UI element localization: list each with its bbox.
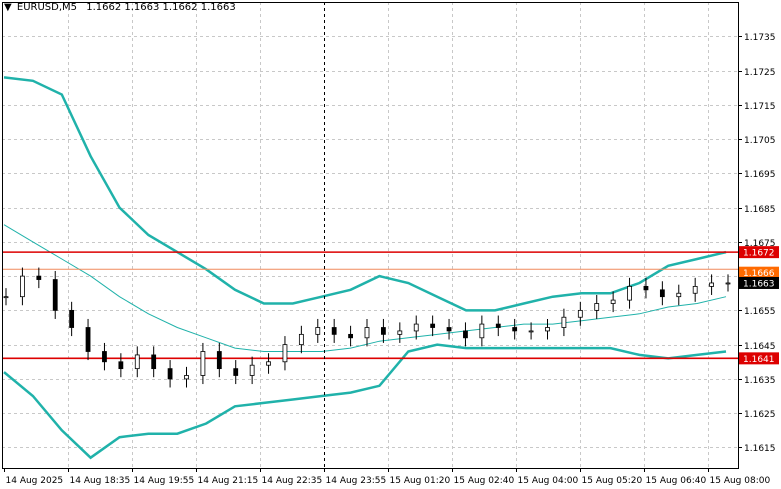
candle-body	[725, 282, 731, 285]
candle-body	[331, 327, 337, 335]
candle-body	[52, 279, 58, 311]
candle-body	[610, 299, 616, 304]
y-tick-label: 1.1655	[744, 307, 776, 317]
x-tick-label: 14 Aug 2025	[6, 476, 64, 486]
candle-body	[167, 368, 173, 380]
plot-border	[2, 2, 739, 469]
x-tick-label: 15 Aug 06:40	[646, 476, 707, 486]
candle-body	[102, 351, 107, 363]
candle-body	[282, 344, 288, 363]
candle-body	[184, 375, 189, 380]
y-tick-label: 1.1735	[744, 33, 776, 43]
y-tick-label: 1.1625	[744, 410, 776, 420]
candle-body	[545, 327, 550, 332]
candle-body	[364, 327, 370, 339]
lower-band-line	[3, 343, 727, 460]
price-label-box	[739, 352, 779, 365]
upper-band-line	[3, 76, 727, 312]
candle-body	[216, 351, 222, 370]
candle-body	[36, 275, 42, 280]
candle-body	[676, 292, 682, 298]
ohlc-values: 1.1662 1.1663 1.1662 1.1663	[86, 2, 236, 13]
candle-body	[69, 309, 75, 328]
candle-body	[85, 327, 91, 352]
candle-body	[577, 309, 583, 318]
y-tick-label: 1.1705	[744, 136, 776, 146]
candle-body	[266, 361, 271, 366]
candle-body	[397, 330, 403, 335]
price-label-text: 1.1666	[743, 269, 775, 279]
candle-body	[118, 361, 124, 370]
candle-body	[528, 330, 534, 333]
candle-body	[561, 316, 567, 328]
symbol-label: EURUSD,M5	[16, 2, 78, 13]
candle-body	[594, 303, 600, 311]
x-tick-label: 14 Aug 23:55	[326, 476, 387, 486]
candle-body	[413, 323, 419, 332]
price-axis: 1.1735 1.1725 1.1715 1.1705 1.1695 1.1685 1.16…	[738, 33, 776, 454]
candle-body	[315, 327, 321, 335]
price-label-text: 1.1663	[743, 279, 775, 289]
price-label-box	[739, 246, 779, 259]
chart-frame	[2, 2, 739, 469]
candle-body	[430, 323, 436, 328]
y-tick-label: 1.1685	[744, 205, 776, 215]
candle-body	[298, 333, 304, 346]
y-tick-label: 1.1615	[744, 444, 776, 454]
y-tick-label: 1.1695	[744, 170, 776, 180]
candle-body	[446, 327, 452, 332]
x-tick-label: 14 Aug 21:15	[198, 476, 259, 486]
candle-body	[381, 327, 386, 335]
price-label-box	[739, 266, 779, 279]
candle-body	[692, 285, 698, 294]
middle-band-line	[3, 224, 727, 352]
time-axis: 14 Aug 2025 14 Aug 18:35 14 Aug 19:55 14 Au…	[4, 468, 771, 486]
price-label-text: 1.1672	[743, 249, 775, 259]
candle-body	[348, 333, 353, 339]
bollinger-bands	[3, 76, 727, 460]
candle-body	[659, 289, 665, 298]
x-tick-label: 15 Aug 05:20	[582, 476, 643, 486]
price-label-box	[739, 276, 779, 289]
x-tick-label: 15 Aug 08:00	[710, 476, 771, 486]
x-tick-label: 15 Aug 02:40	[454, 476, 515, 486]
x-tick-label: 15 Aug 04:00	[518, 476, 579, 486]
candle-body	[134, 354, 140, 370]
candle-body	[249, 364, 255, 376]
candle-body	[479, 323, 485, 339]
y-tick-label: 1.1645	[744, 342, 776, 352]
horizontal-levels	[2, 251, 738, 360]
candle-body	[200, 351, 206, 376]
candle-body	[643, 285, 649, 291]
candle-body	[627, 285, 632, 301]
x-tick-label: 14 Aug 18:35	[70, 476, 131, 486]
candle-body	[151, 354, 157, 370]
candle-body	[463, 330, 468, 339]
x-tick-label: 15 Aug 01:20	[390, 476, 451, 486]
grid-lines	[2, 2, 738, 468]
x-tick-label: 14 Aug 22:35	[262, 476, 323, 486]
price-label-text: 1.1641	[743, 355, 775, 365]
y-tick-label: 1.1725	[744, 68, 776, 78]
candle-body	[709, 282, 714, 287]
x-tick-label: 14 Aug 19:55	[134, 476, 195, 486]
candle-body	[495, 323, 501, 328]
y-tick-label: 1.1675	[744, 239, 776, 249]
chart-header: ▼ EURUSD,M5 1.1662 1.1663 1.1662 1.1663	[4, 2, 236, 13]
candle-body	[3, 296, 9, 299]
dropdown-triangle-icon[interactable]: ▼	[4, 2, 12, 13]
candle-body	[512, 327, 518, 332]
y-tick-label: 1.1635	[744, 376, 776, 386]
candlesticks	[3, 267, 731, 388]
y-tick-label: 1.1715	[744, 102, 776, 112]
candle-body	[233, 368, 239, 376]
candle-body	[20, 275, 25, 298]
